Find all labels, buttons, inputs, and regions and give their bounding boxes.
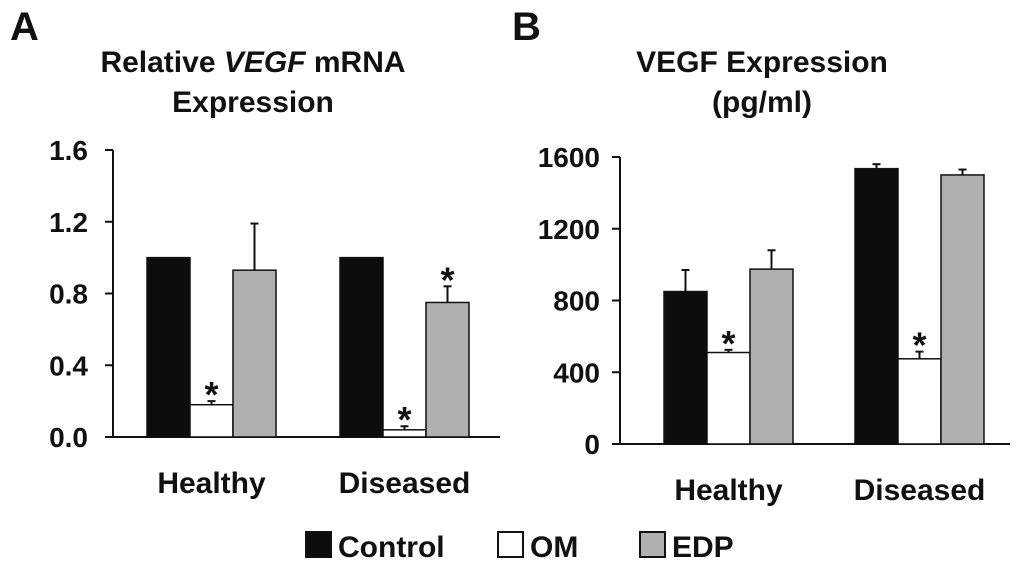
y-tick-label: 1.6	[49, 135, 88, 166]
y-tick-label: 1600	[538, 142, 600, 173]
legend-label-om: OM	[530, 531, 578, 564]
y-tick-label: 0.4	[49, 350, 88, 381]
category-label-diseased: Diseased	[339, 467, 471, 500]
y-tick-label: 0.0	[49, 422, 88, 453]
bar-edp-healthy	[232, 269, 277, 438]
significance-marker: *	[721, 323, 735, 364]
chart-title-line1: Relative VEGF mRNA	[100, 46, 405, 79]
significance-marker: *	[397, 399, 411, 440]
panel-b: B VEGF Expression (pg/ml) 0 400 800 1200 160…	[512, 5, 1010, 507]
bar-edp-diseased	[940, 174, 985, 445]
significance-marker: *	[204, 374, 218, 415]
panel-a: A Relative VEGF mRNA Expression 0.0 0.4 0.…	[10, 5, 500, 500]
y-tick-label: 0	[584, 429, 600, 460]
bar-edp-healthy	[749, 268, 794, 445]
title-part: mRNA	[306, 46, 406, 79]
y-tick-label: 400	[553, 357, 600, 388]
y-tick-label: 1.2	[49, 207, 88, 238]
y-tick-label: 800	[553, 286, 600, 317]
chart-title-line2: (pg/ml)	[712, 86, 812, 119]
bar-om-healthy	[706, 351, 751, 445]
panel-letter-a: A	[10, 5, 39, 49]
legend-label-control: Control	[338, 531, 445, 564]
legend-label-edp: EDP	[672, 531, 734, 564]
chart-title-line2: Expression	[172, 86, 334, 119]
legend-swatch-edp	[639, 531, 666, 558]
bar-om-diseased	[897, 358, 942, 445]
title-part-italic: VEGF	[224, 46, 306, 79]
bar-control-healthy	[146, 256, 191, 438]
category-label-diseased: Diseased	[854, 474, 986, 507]
chart-title-line1: VEGF Expression	[636, 46, 888, 79]
title-part: Relative	[100, 46, 223, 79]
legend-swatch-om	[497, 531, 524, 558]
significance-marker: *	[440, 259, 454, 300]
bar-control-diseased	[854, 167, 899, 445]
y-tick-label: 0.8	[49, 279, 88, 310]
legend-swatch-control	[305, 531, 332, 558]
bar-control-healthy	[663, 290, 708, 445]
bar-edp-diseased	[425, 301, 470, 438]
category-label-healthy: Healthy	[157, 467, 266, 500]
legend: Control OM EDP	[305, 531, 734, 564]
panel-letter-b: B	[512, 5, 541, 49]
significance-marker: *	[912, 325, 926, 366]
y-tick-label: 1200	[538, 214, 600, 245]
bar-control-diseased	[339, 256, 384, 438]
title-part: VEGF Expression	[636, 46, 888, 79]
bar-om-healthy	[189, 403, 234, 438]
category-label-healthy: Healthy	[674, 474, 783, 507]
